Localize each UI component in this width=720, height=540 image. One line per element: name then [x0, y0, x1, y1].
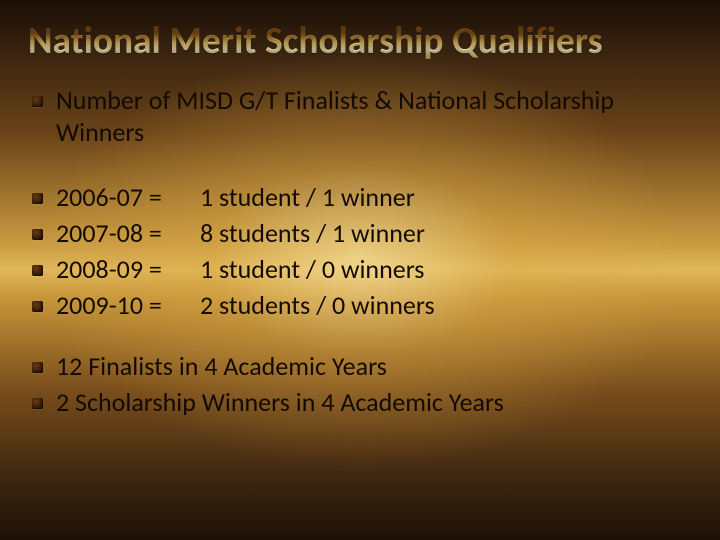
year-label: 2007-08 = — [56, 218, 200, 250]
spacer — [28, 152, 692, 182]
spacer — [28, 325, 692, 351]
data-row: 2008-09 = 1 student / 0 winners — [56, 254, 692, 286]
summary-list: 12 Finalists in 4 Academic Years 2 Schol… — [28, 351, 692, 418]
summary-text: 2 Scholarship Winners in 4 Academic Year… — [56, 386, 504, 418]
list-item: 2007-08 = 8 students / 1 winner — [28, 218, 692, 250]
year-label: 2009-10 = — [56, 290, 200, 322]
list-item: 2009-10 = 2 students / 0 winners — [28, 290, 692, 322]
intro-text: Number of MISD G/T Finalists & National … — [56, 84, 614, 148]
summary-text: 12 Finalists in 4 Academic Years — [56, 350, 387, 382]
value-label: 8 students / 1 winner — [200, 218, 692, 250]
bullet-list: Number of MISD G/T Finalists & National … — [28, 85, 692, 148]
list-item: Number of MISD G/T Finalists & National … — [28, 85, 692, 148]
value-label: 1 student / 1 winner — [200, 182, 692, 214]
slide-title: National Merit Scholarship Qualifiers — [28, 18, 692, 63]
list-item: 2 Scholarship Winners in 4 Academic Year… — [28, 387, 692, 419]
data-row: 2007-08 = 8 students / 1 winner — [56, 218, 692, 250]
data-row: 2009-10 = 2 students / 0 winners — [56, 290, 692, 322]
slide: National Merit Scholarship Qualifiers Nu… — [0, 0, 720, 540]
list-item: 12 Finalists in 4 Academic Years — [28, 351, 692, 383]
data-row: 2006-07 = 1 student / 1 winner — [56, 182, 692, 214]
list-item: 2008-09 = 1 student / 0 winners — [28, 254, 692, 286]
year-label: 2008-09 = — [56, 254, 200, 286]
year-label: 2006-07 = — [56, 182, 200, 214]
value-label: 2 students / 0 winners — [200, 290, 692, 322]
list-item: 2006-07 = 1 student / 1 winner — [28, 182, 692, 214]
data-list: 2006-07 = 1 student / 1 winner 2007-08 =… — [28, 182, 692, 321]
value-label: 1 student / 0 winners — [200, 254, 692, 286]
